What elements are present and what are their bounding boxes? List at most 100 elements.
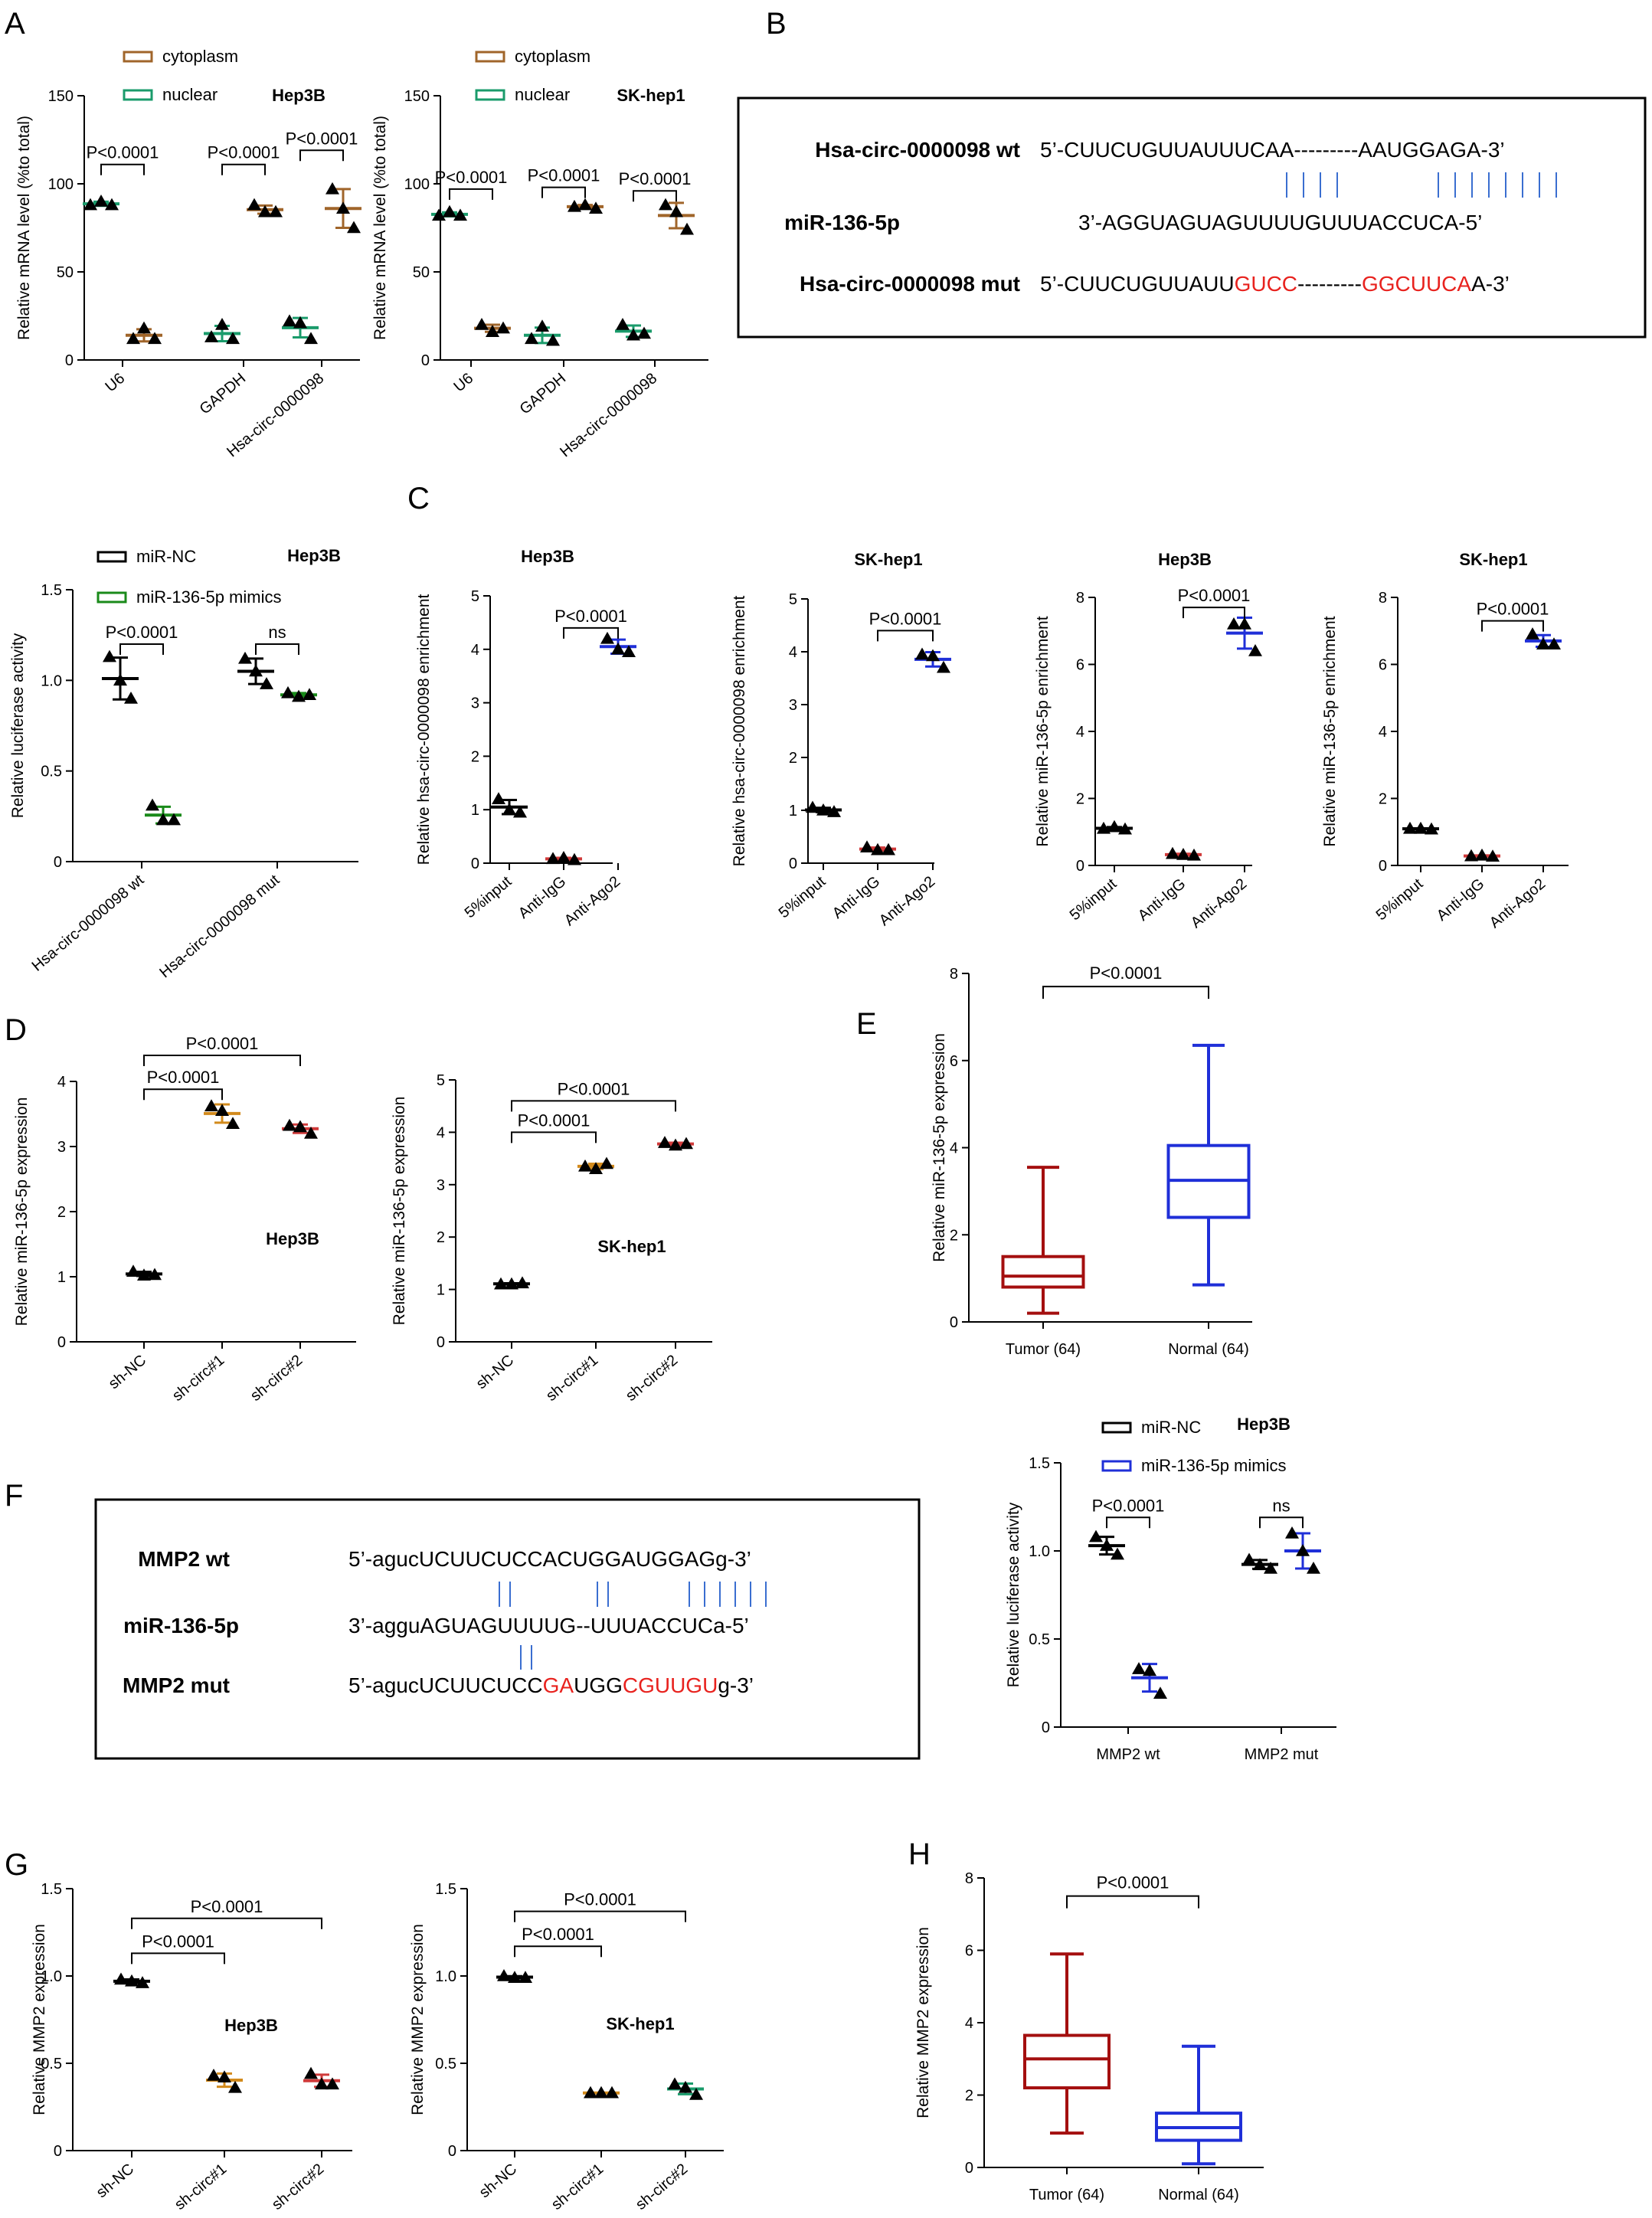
chart-d1: 0 1 2 3 4 sh-NC sh-circ#1 sh-circ#2 Relative miR… [13,1034,356,1405]
y-axis-label: Relative miR-136-5p expression [931,1033,948,1262]
legend-swatch [123,89,153,101]
chart-fl: 0 0.5 1.0 1.5 MMP2 wt MMP2 mut Relative lucife… [1005,1415,1336,1763]
y-tick-label: 6 [1379,657,1387,674]
chart-title: Hep3B [224,2016,278,2035]
y-tick-label: 1.5 [41,582,62,599]
data-point [125,1974,139,1987]
legend-label: miR-NC [1141,1418,1201,1437]
legend-label: cytoplasm [515,47,590,66]
data-point [293,316,307,329]
data-point [669,204,683,218]
x-tick-label: Anti-IgG [1135,875,1189,924]
y-tick-label: 1 [57,1269,66,1286]
data-point [228,2080,242,2093]
y-tick-label: 0 [421,352,430,369]
data-point [1111,1547,1124,1560]
legend-swatch [1101,1460,1132,1472]
data-point [502,803,516,815]
sequence-text: 3’-AGGUAGUAGUUUUGUUUACCUCA-5’ [1078,211,1482,234]
seq-box-f [94,1498,921,1760]
significance-bracket [143,1055,301,1066]
y-tick-label: 2 [1379,791,1387,808]
data-point [589,201,603,214]
y-tick-label: 6 [1076,657,1084,674]
sequence-segment: UGG [574,1673,623,1697]
data-point [616,318,630,330]
data-point [1089,1529,1103,1542]
p-value-label: P<0.0001 [208,143,280,162]
data-point [1242,1552,1256,1565]
data-point [926,649,940,662]
sequence-segment: 3’-agguAGUAGUUUUG--UUUACCUCa-5’ [348,1614,749,1637]
p-value-label: P<0.0001 [1090,963,1163,983]
chart-title: Hep3B [1237,1415,1291,1434]
x-tick-label: sh-circ#1 [543,1352,601,1405]
y-tick-label: 1.5 [41,1881,62,1898]
p-value-label: P<0.0001 [522,1925,594,1944]
y-tick-label: 1.0 [1029,1543,1050,1560]
data-point [207,2068,221,2081]
sequence-text: 5’-CUUCUGUUAUUUCAA---------AAUGGAGA-3’ [1040,138,1505,162]
legend-swatch [97,591,127,604]
sequence-name: Hsa-circ-0000098 mut [800,272,1020,296]
legend-label: miR-NC [136,547,196,566]
x-tick-label: Anti-Ago2 [561,873,623,929]
data-point [283,314,296,327]
x-tick-label: sh-circ#2 [247,1352,306,1405]
y-axis-label: Relative hsa-circ-0000098 enrichment [731,596,748,867]
data-point [281,685,295,698]
sequence-segment: g-3’ [718,1673,754,1697]
data-point [1238,617,1251,630]
y-tick-label: 4 [57,1074,66,1091]
sequence-segment: A-3’ [1471,272,1510,296]
legend-swatch [1101,1421,1132,1434]
significance-bracket [100,163,145,175]
sequence-name: miR-136-5p [123,1614,239,1637]
data-point [680,222,694,235]
data-point [497,1969,511,1981]
y-tick-label: 0 [54,2143,62,2160]
y-tick-label: 150 [48,88,74,105]
p-value-label: P<0.0001 [564,1890,636,1909]
data-point [594,2086,608,2099]
p-value-label: P<0.0001 [435,168,508,187]
data-point [1143,1664,1156,1677]
y-axis-label: Relative luciferase activity [1005,1502,1022,1687]
x-tick-label: MMP2 wt [1096,1746,1160,1763]
y-tick-label: 1 [471,802,479,819]
data-point [260,677,273,689]
data-point [126,1264,140,1277]
p-value-label: P<0.0001 [147,1068,220,1087]
p-value-label: P<0.0001 [558,1079,630,1098]
y-tick-label: 1.5 [1029,1455,1050,1472]
data-point [525,332,538,345]
x-tick-label: sh-NC [106,1352,150,1392]
sequence-text: 3’-agguAGUAGUUUUG--UUUACCUCa-5’ [348,1614,749,1637]
data-point [83,198,97,211]
p-value-label: P<0.0001 [869,609,942,628]
y-tick-label: 50 [57,264,74,281]
chart-title: SK-hep1 [1459,550,1527,569]
data-point [1296,1544,1310,1556]
y-tick-label: 4 [950,1140,958,1157]
data-point [249,664,263,677]
significance-bracket [633,190,677,202]
p-value-label: P<0.0001 [106,623,178,642]
seq-box-b [737,97,1647,339]
data-point [293,1120,307,1133]
data-point [513,805,527,818]
y-axis-label: Relative miR-136-5p expression [13,1098,31,1327]
legend-swatch [475,51,505,63]
data-point [1253,1558,1267,1571]
x-tick-label: sh-NC [473,1352,518,1392]
y-axis-label: Relative MMP2 expression [914,1927,932,2118]
data-point [304,332,318,345]
p-value-label: P<0.0001 [142,1932,214,1951]
data-point [605,2086,619,2099]
data-point [124,692,138,704]
data-point [1536,637,1550,649]
legend-label: miR-136-5p mimics [1141,1456,1286,1475]
sequence-segment: GUCC [1235,272,1297,296]
